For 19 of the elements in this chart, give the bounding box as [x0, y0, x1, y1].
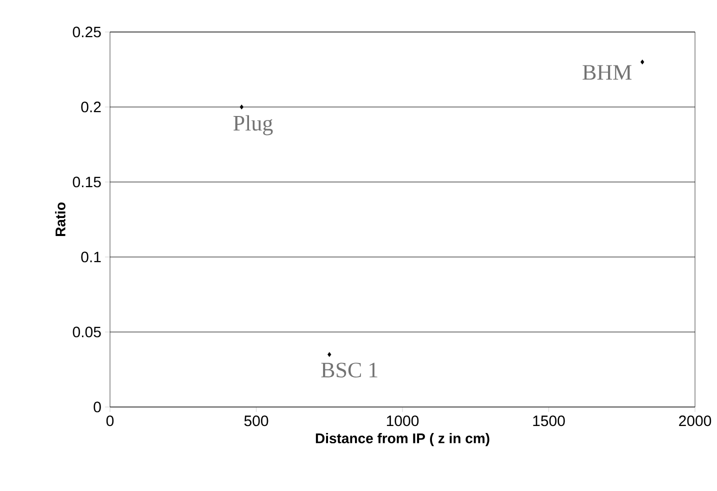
y-tick-label: 0.1 [81, 252, 101, 262]
point [640, 60, 644, 64]
y-tick-label: 0.2 [81, 102, 101, 112]
y-tick-label: 0.25 [72, 26, 101, 38]
annotation: Plug [233, 115, 273, 136]
y-tick-label: 0.15 [72, 176, 101, 188]
x-tick-label: 1500 [533, 416, 565, 426]
point [240, 104, 244, 110]
annotation: BSC 1 [321, 362, 378, 378]
x-tick-label: 2000 [679, 416, 712, 426]
x-tick-label: 0 [106, 416, 114, 426]
y-tick-label: 0.05 [72, 326, 101, 338]
x-axis-title: Distance from IP ( z in cm) [316, 433, 490, 446]
annotation: BHM [582, 65, 632, 80]
y-axis-title: Ratio [55, 202, 66, 236]
x-tick-label: 1000 [386, 416, 419, 426]
y-tick-label: 0 [94, 402, 101, 412]
x-tick-label: 500 [244, 416, 268, 426]
point [328, 352, 332, 357]
